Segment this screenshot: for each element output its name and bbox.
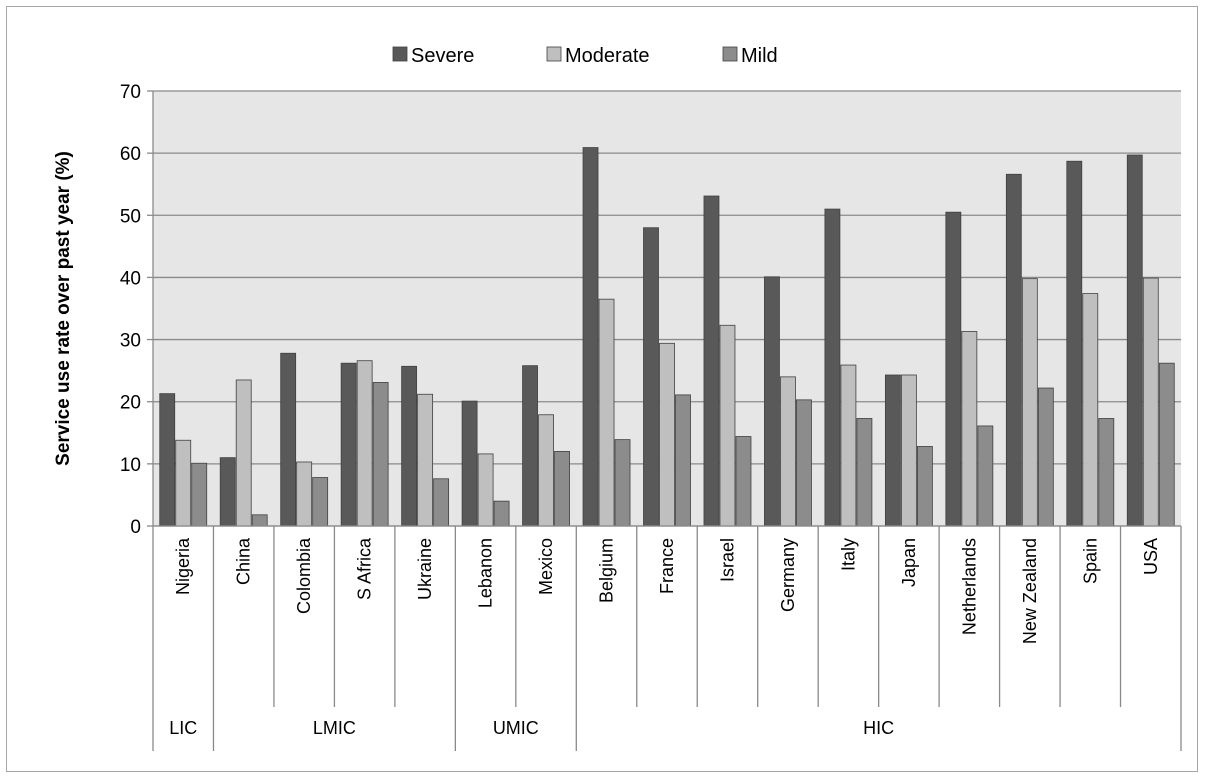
category-label: Japan bbox=[899, 538, 919, 587]
category-label: Israel bbox=[717, 538, 737, 582]
group-label: UMIC bbox=[493, 718, 539, 738]
bar-mild-china bbox=[251, 514, 268, 527]
bar-severe-belgium bbox=[582, 147, 599, 527]
bar-moderate-japan bbox=[900, 374, 917, 527]
category-label: Lebanon bbox=[476, 538, 496, 608]
bar-mild-netherlands bbox=[977, 425, 994, 527]
legend: Severe Moderate Mild bbox=[392, 45, 778, 67]
bar-chart: 0 10 20 30 40 50 60 70 Nigeria China Colombia S Af… bbox=[53, 45, 1182, 751]
category-label: USA bbox=[1141, 538, 1161, 575]
bar-moderate-spain bbox=[1082, 293, 1099, 527]
legend-label-mild: Mild bbox=[741, 45, 778, 67]
bar-mild-france bbox=[675, 394, 691, 527]
bar-severe-china bbox=[219, 457, 236, 527]
group-label: HIC bbox=[863, 718, 894, 738]
category-label: Spain bbox=[1080, 538, 1100, 584]
bar-moderate-germany bbox=[780, 376, 796, 527]
y-tick-label: 40 bbox=[120, 268, 141, 289]
legend-swatch-moderate bbox=[546, 46, 562, 62]
bar-mild-s-africa bbox=[372, 382, 389, 527]
bar-severe-colombia bbox=[280, 352, 297, 527]
bar-severe-italy bbox=[824, 208, 841, 527]
bar-severe-france bbox=[643, 227, 659, 527]
bar-severe-japan bbox=[884, 374, 901, 527]
bar-mild-mexico bbox=[554, 451, 570, 527]
category-label: Belgium bbox=[597, 538, 617, 603]
category-label: France bbox=[657, 538, 677, 594]
bar-severe-germany bbox=[764, 276, 780, 527]
category-label: Colombia bbox=[294, 537, 314, 614]
bar-moderate-israel bbox=[719, 324, 736, 527]
bar-mild-germany bbox=[796, 399, 812, 527]
category-label: Ukraine bbox=[415, 538, 435, 600]
bar-moderate-nigeria bbox=[175, 439, 192, 527]
bar-mild-belgium bbox=[614, 439, 631, 527]
category-label: Italy bbox=[838, 538, 858, 571]
bar-moderate-new-zealand bbox=[1021, 278, 1038, 527]
bar-mild-italy bbox=[856, 418, 873, 527]
category-label: Mexico bbox=[536, 538, 556, 595]
bar-severe-usa bbox=[1126, 154, 1143, 527]
bar-moderate-s-africa bbox=[356, 360, 373, 527]
bar-moderate-france bbox=[659, 342, 675, 527]
bar-mild-ukraine bbox=[433, 478, 450, 527]
bar-mild-lebanon bbox=[493, 500, 510, 527]
y-tick-label: 0 bbox=[130, 517, 141, 538]
bars bbox=[159, 147, 1175, 527]
bar-mild-nigeria bbox=[191, 462, 208, 527]
axes bbox=[152, 91, 1182, 751]
bar-severe-lebanon bbox=[461, 400, 478, 527]
bar-moderate-netherlands bbox=[961, 331, 978, 527]
legend-swatch-mild bbox=[722, 46, 738, 62]
bar-moderate-italy bbox=[840, 364, 857, 527]
bar-severe-new-zealand bbox=[1005, 173, 1022, 527]
bar-moderate-mexico bbox=[538, 414, 554, 527]
category-labels: Nigeria China Colombia S Africa Ukraine Leban… bbox=[173, 537, 1161, 644]
bar-moderate-usa bbox=[1142, 277, 1159, 527]
y-tick-labels: 0 10 20 30 40 50 60 70 bbox=[120, 82, 141, 538]
group-label: LMIC bbox=[313, 718, 356, 738]
category-label: Germany bbox=[778, 538, 798, 612]
bar-severe-spain bbox=[1066, 160, 1083, 527]
category-label: New Zealand bbox=[1020, 538, 1040, 644]
legend-swatch-severe bbox=[392, 46, 408, 62]
bar-severe-ukraine bbox=[401, 365, 418, 527]
bar-mild-japan bbox=[916, 446, 933, 527]
bar-mild-usa bbox=[1158, 362, 1175, 527]
group-labels: LIC LMIC UMIC HIC bbox=[169, 718, 894, 738]
bar-mild-colombia bbox=[312, 477, 329, 527]
y-axis-label: Service use rate over past year (%) bbox=[53, 151, 74, 466]
bar-severe-nigeria bbox=[159, 393, 176, 527]
y-tick-label: 20 bbox=[120, 393, 141, 414]
bar-moderate-china bbox=[235, 379, 252, 527]
legend-label-moderate: Moderate bbox=[565, 45, 650, 67]
category-label: Nigeria bbox=[173, 537, 193, 595]
y-tick-label: 30 bbox=[120, 331, 141, 352]
y-tick-label: 60 bbox=[120, 144, 141, 165]
chart-frame: 0 10 20 30 40 50 60 70 Nigeria China Colombia S Af… bbox=[6, 6, 1198, 772]
bar-moderate-ukraine bbox=[417, 393, 434, 527]
bar-severe-mexico bbox=[522, 365, 538, 527]
y-tick-label: 70 bbox=[120, 82, 141, 103]
bar-severe-israel bbox=[703, 195, 720, 527]
bar-mild-spain bbox=[1098, 418, 1115, 527]
category-label: China bbox=[234, 537, 254, 585]
bar-severe-netherlands bbox=[945, 211, 962, 527]
bar-severe-s-africa bbox=[340, 362, 357, 527]
y-tick-label: 50 bbox=[120, 206, 141, 227]
bar-moderate-colombia bbox=[296, 461, 313, 527]
bar-moderate-lebanon bbox=[477, 453, 494, 527]
bar-moderate-belgium bbox=[598, 298, 615, 527]
legend-label-severe: Severe bbox=[411, 45, 474, 67]
y-tick-label: 10 bbox=[120, 455, 141, 476]
bar-mild-new-zealand bbox=[1037, 387, 1054, 527]
group-label: LIC bbox=[169, 718, 197, 738]
category-label: S Africa bbox=[355, 537, 375, 600]
category-label: Netherlands bbox=[959, 538, 979, 635]
bar-mild-israel bbox=[735, 436, 752, 527]
